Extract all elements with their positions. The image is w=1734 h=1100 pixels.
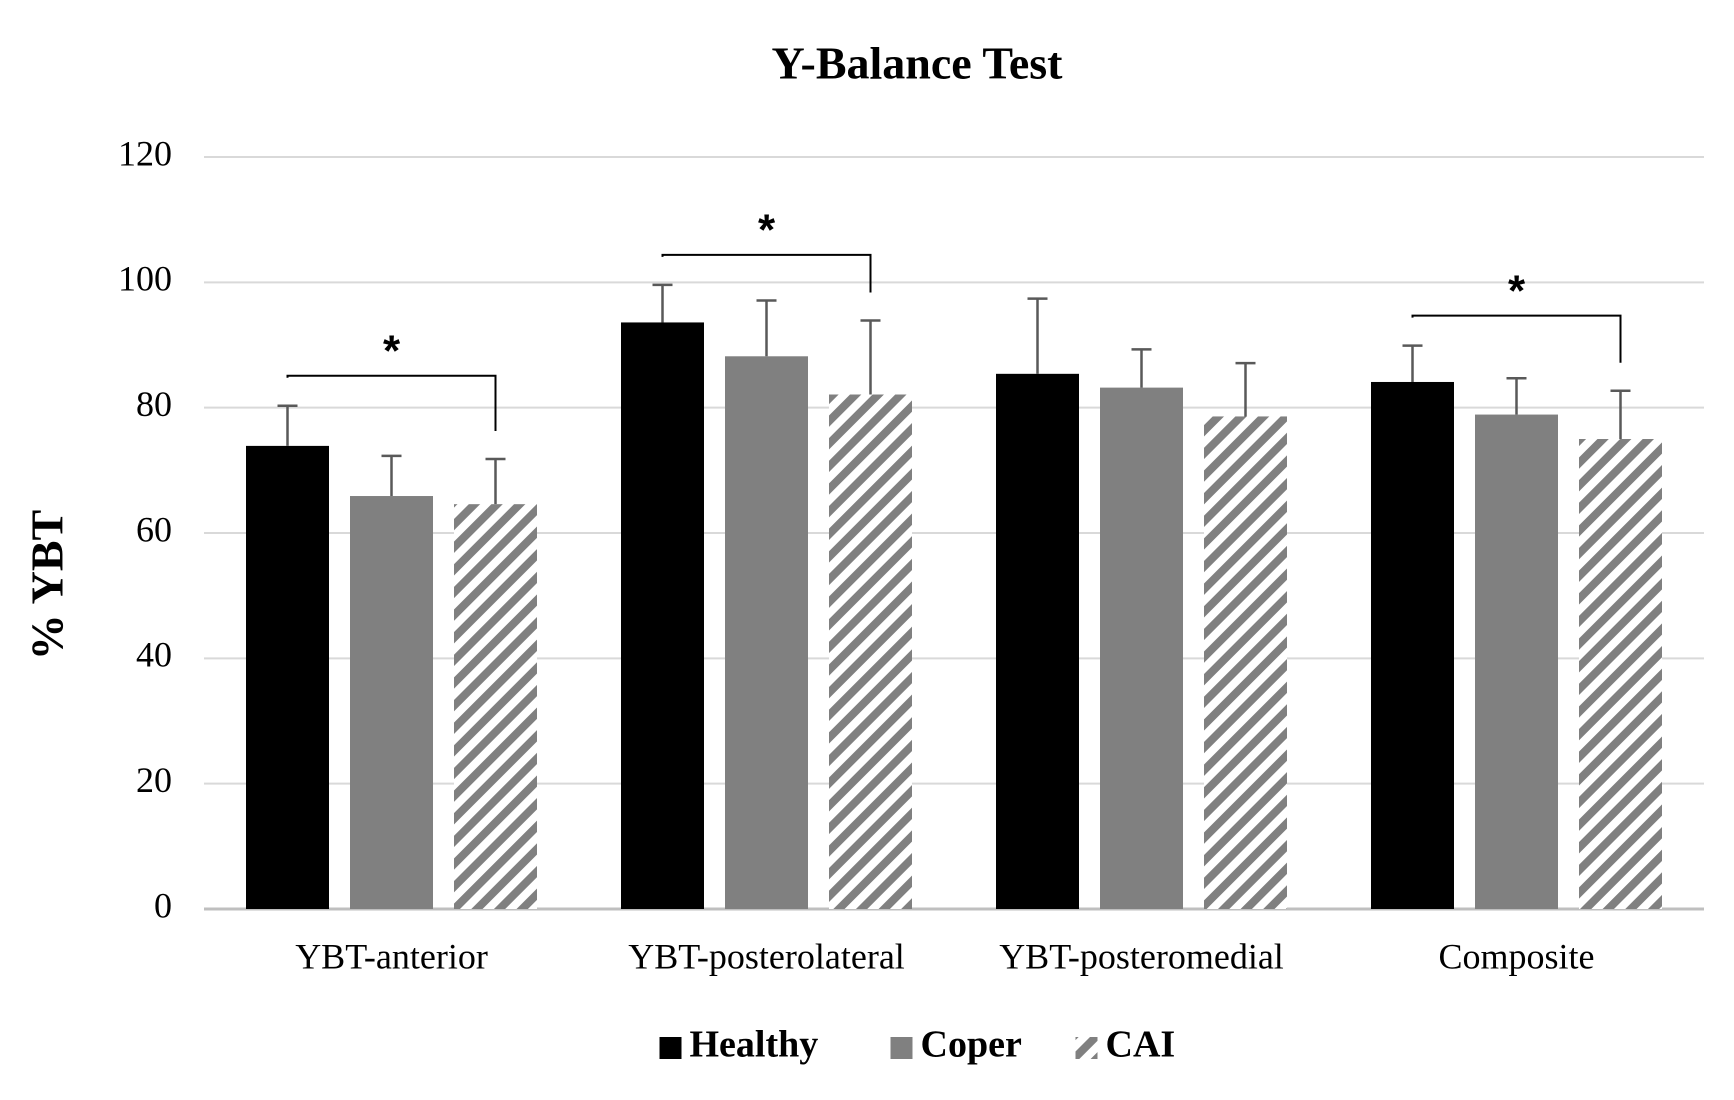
error-bar xyxy=(860,319,881,395)
significance-bracket xyxy=(661,253,872,293)
error-bar xyxy=(277,404,298,446)
bar xyxy=(246,445,329,909)
y-axis-title: % YBT xyxy=(22,510,73,660)
bar xyxy=(725,356,808,909)
y-tick-label: 100 xyxy=(118,259,172,299)
chart-title: Y-Balance Test xyxy=(772,38,1064,89)
error-bar xyxy=(1610,389,1631,439)
error-bar xyxy=(1027,297,1048,374)
error-bar xyxy=(1506,376,1527,415)
bar xyxy=(996,373,1079,909)
y-tick-label: 80 xyxy=(136,384,172,424)
legend-label: CAI xyxy=(1106,1024,1176,1066)
error-bar xyxy=(381,454,402,497)
legend-label: Healthy xyxy=(690,1024,819,1066)
bar xyxy=(1371,381,1454,909)
y-tick-label: 60 xyxy=(136,509,172,549)
significance-label: * xyxy=(383,326,401,375)
bar xyxy=(1100,387,1183,909)
y-tick-label: 0 xyxy=(154,885,172,925)
x-tick-label: Composite xyxy=(1438,936,1594,976)
error-bar xyxy=(1402,344,1423,382)
legend-swatch xyxy=(890,1037,913,1059)
legend-swatch xyxy=(659,1037,682,1059)
bar xyxy=(621,322,704,909)
bar xyxy=(1475,414,1558,909)
bar xyxy=(1579,439,1662,909)
y-tick-label: 20 xyxy=(136,760,172,800)
significance-bracket xyxy=(1411,314,1622,363)
significance-bracket xyxy=(286,374,497,432)
legend-swatch xyxy=(1075,1037,1098,1059)
significance-label: * xyxy=(758,205,776,254)
error-bar xyxy=(485,457,506,505)
x-tick-label: YBT-posterolateral xyxy=(628,936,905,976)
legend-label: Coper xyxy=(921,1024,1022,1066)
error-bar xyxy=(1235,361,1256,417)
y-tick-label: 120 xyxy=(118,133,172,173)
bar xyxy=(829,394,912,909)
bar xyxy=(454,504,537,909)
bar xyxy=(1204,416,1287,909)
error-bar xyxy=(1131,348,1152,388)
error-bar xyxy=(756,299,777,357)
y-tick-label: 40 xyxy=(136,635,172,675)
x-tick-label: YBT-anterior xyxy=(295,936,488,976)
legend: Healthy Coper CAI xyxy=(659,1024,1176,1066)
x-tick-label: YBT-posteromedial xyxy=(999,936,1284,976)
bar xyxy=(350,496,433,909)
error-bar xyxy=(652,283,673,323)
significance-label: * xyxy=(1508,266,1526,315)
